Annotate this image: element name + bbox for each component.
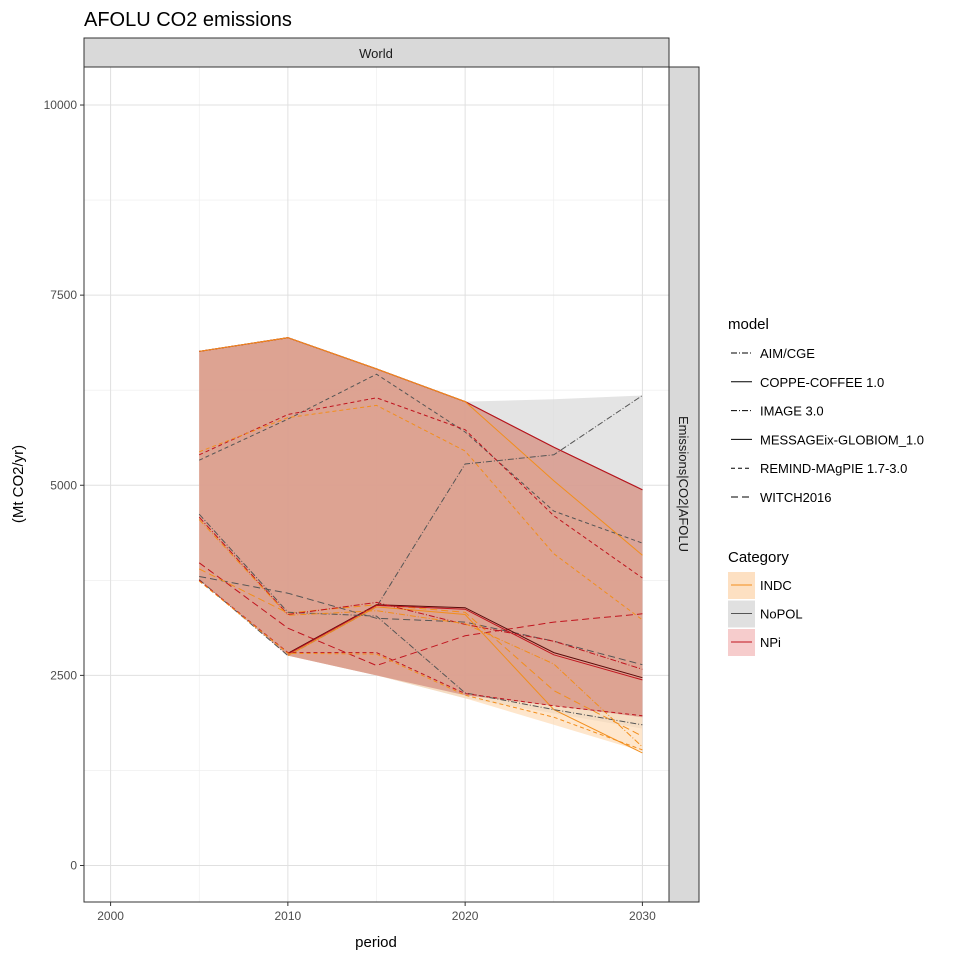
facet-strip-right-label: Emissions|CO2|AFOLU: [676, 416, 691, 552]
series-line-aim-cge-nopol: [198, 513, 643, 726]
series-line-remind-magpie-1-7-3-0-indc: [198, 580, 643, 751]
series-lines-layer: [198, 337, 643, 754]
x-tick-label: 2030: [629, 909, 656, 923]
chart-title: AFOLU CO2 emissions: [84, 9, 292, 31]
series-line-messageix-globiom-1-0-indc: [199, 337, 643, 556]
legend-category: Category INDC NoPOL NPi: [728, 549, 803, 656]
series-line-remind-magpie-1-7-3-0-indc: [199, 404, 643, 621]
x-tick-label: 2020: [452, 909, 479, 923]
series-line-remind-magpie-1-7-3-0-npi: [198, 397, 643, 579]
series-line-witch2016-indc: [198, 568, 643, 737]
x-axis-title: period: [355, 934, 397, 951]
facet-strip-top-label: World: [359, 46, 393, 61]
y-tick-label: 5000: [50, 478, 77, 492]
series-line-aim-cge-npi: [198, 516, 643, 670]
facet-strip-right: [668, 66, 700, 903]
legend-label-witch2016: WITCH2016: [760, 490, 832, 505]
x-tick-label: 2010: [275, 909, 302, 923]
legend-label-image-3-0: IMAGE 3.0: [760, 404, 824, 419]
series-line-image-3-0-nopol: [198, 395, 643, 657]
series-line-remind-magpie-1-7-3-0-nopol: [198, 373, 643, 544]
series-line-witch2016-npi: [198, 562, 643, 667]
plot-panel-border: [83, 66, 670, 903]
plot-panel: [83, 66, 670, 903]
series-line-coppe-coffee-1-0-indc: [287, 606, 643, 754]
legend-label-aim-cge: AIM/CGE: [760, 346, 815, 361]
y-axis-title: (Mt CO2/yr): [10, 445, 27, 523]
ribbon-npi: [199, 337, 643, 718]
series-line-aim-cge-indc: [198, 519, 643, 748]
facet-strip-top: [83, 37, 670, 68]
x-axis: 2000 2010 2020 2030: [97, 902, 656, 923]
series-line-coppe-coffee-1-0-nopol: [287, 604, 643, 679]
legend-label-nopol: NoPOL: [760, 607, 803, 622]
series-line-coppe-coffee-1-0-npi: [287, 604, 643, 681]
y-tick-label: 0: [70, 858, 77, 872]
legend-label-coppe-coffee-1-0: COPPE-COFFEE 1.0: [760, 375, 884, 390]
y-tick-label: 2500: [50, 668, 77, 682]
legend-model: model AIM/CGE COPPE-COFFEE 1.0 IMAGE 3.0 MES…: [728, 316, 924, 505]
legend-label-indc: INDC: [760, 578, 792, 593]
legend-label-messageix-globiom-1-0: MESSAGEix-GLOBIOM_1.0: [760, 432, 924, 447]
y-tick-label: 7500: [50, 288, 77, 302]
series-line-witch2016-nopol: [199, 576, 643, 666]
legend-category-title: Category: [728, 549, 789, 566]
legend-label-npi: NPi: [760, 635, 781, 650]
legend-label-remind-magpie-1-7-3-0: REMIND-MAgPIE 1.7-3.0: [760, 461, 907, 476]
y-tick-label: 10000: [44, 98, 78, 112]
legend-model-title: model: [728, 316, 769, 333]
x-tick-label: 2000: [97, 909, 124, 923]
y-axis: 0 2500 5000 7500 10000: [44, 98, 84, 872]
